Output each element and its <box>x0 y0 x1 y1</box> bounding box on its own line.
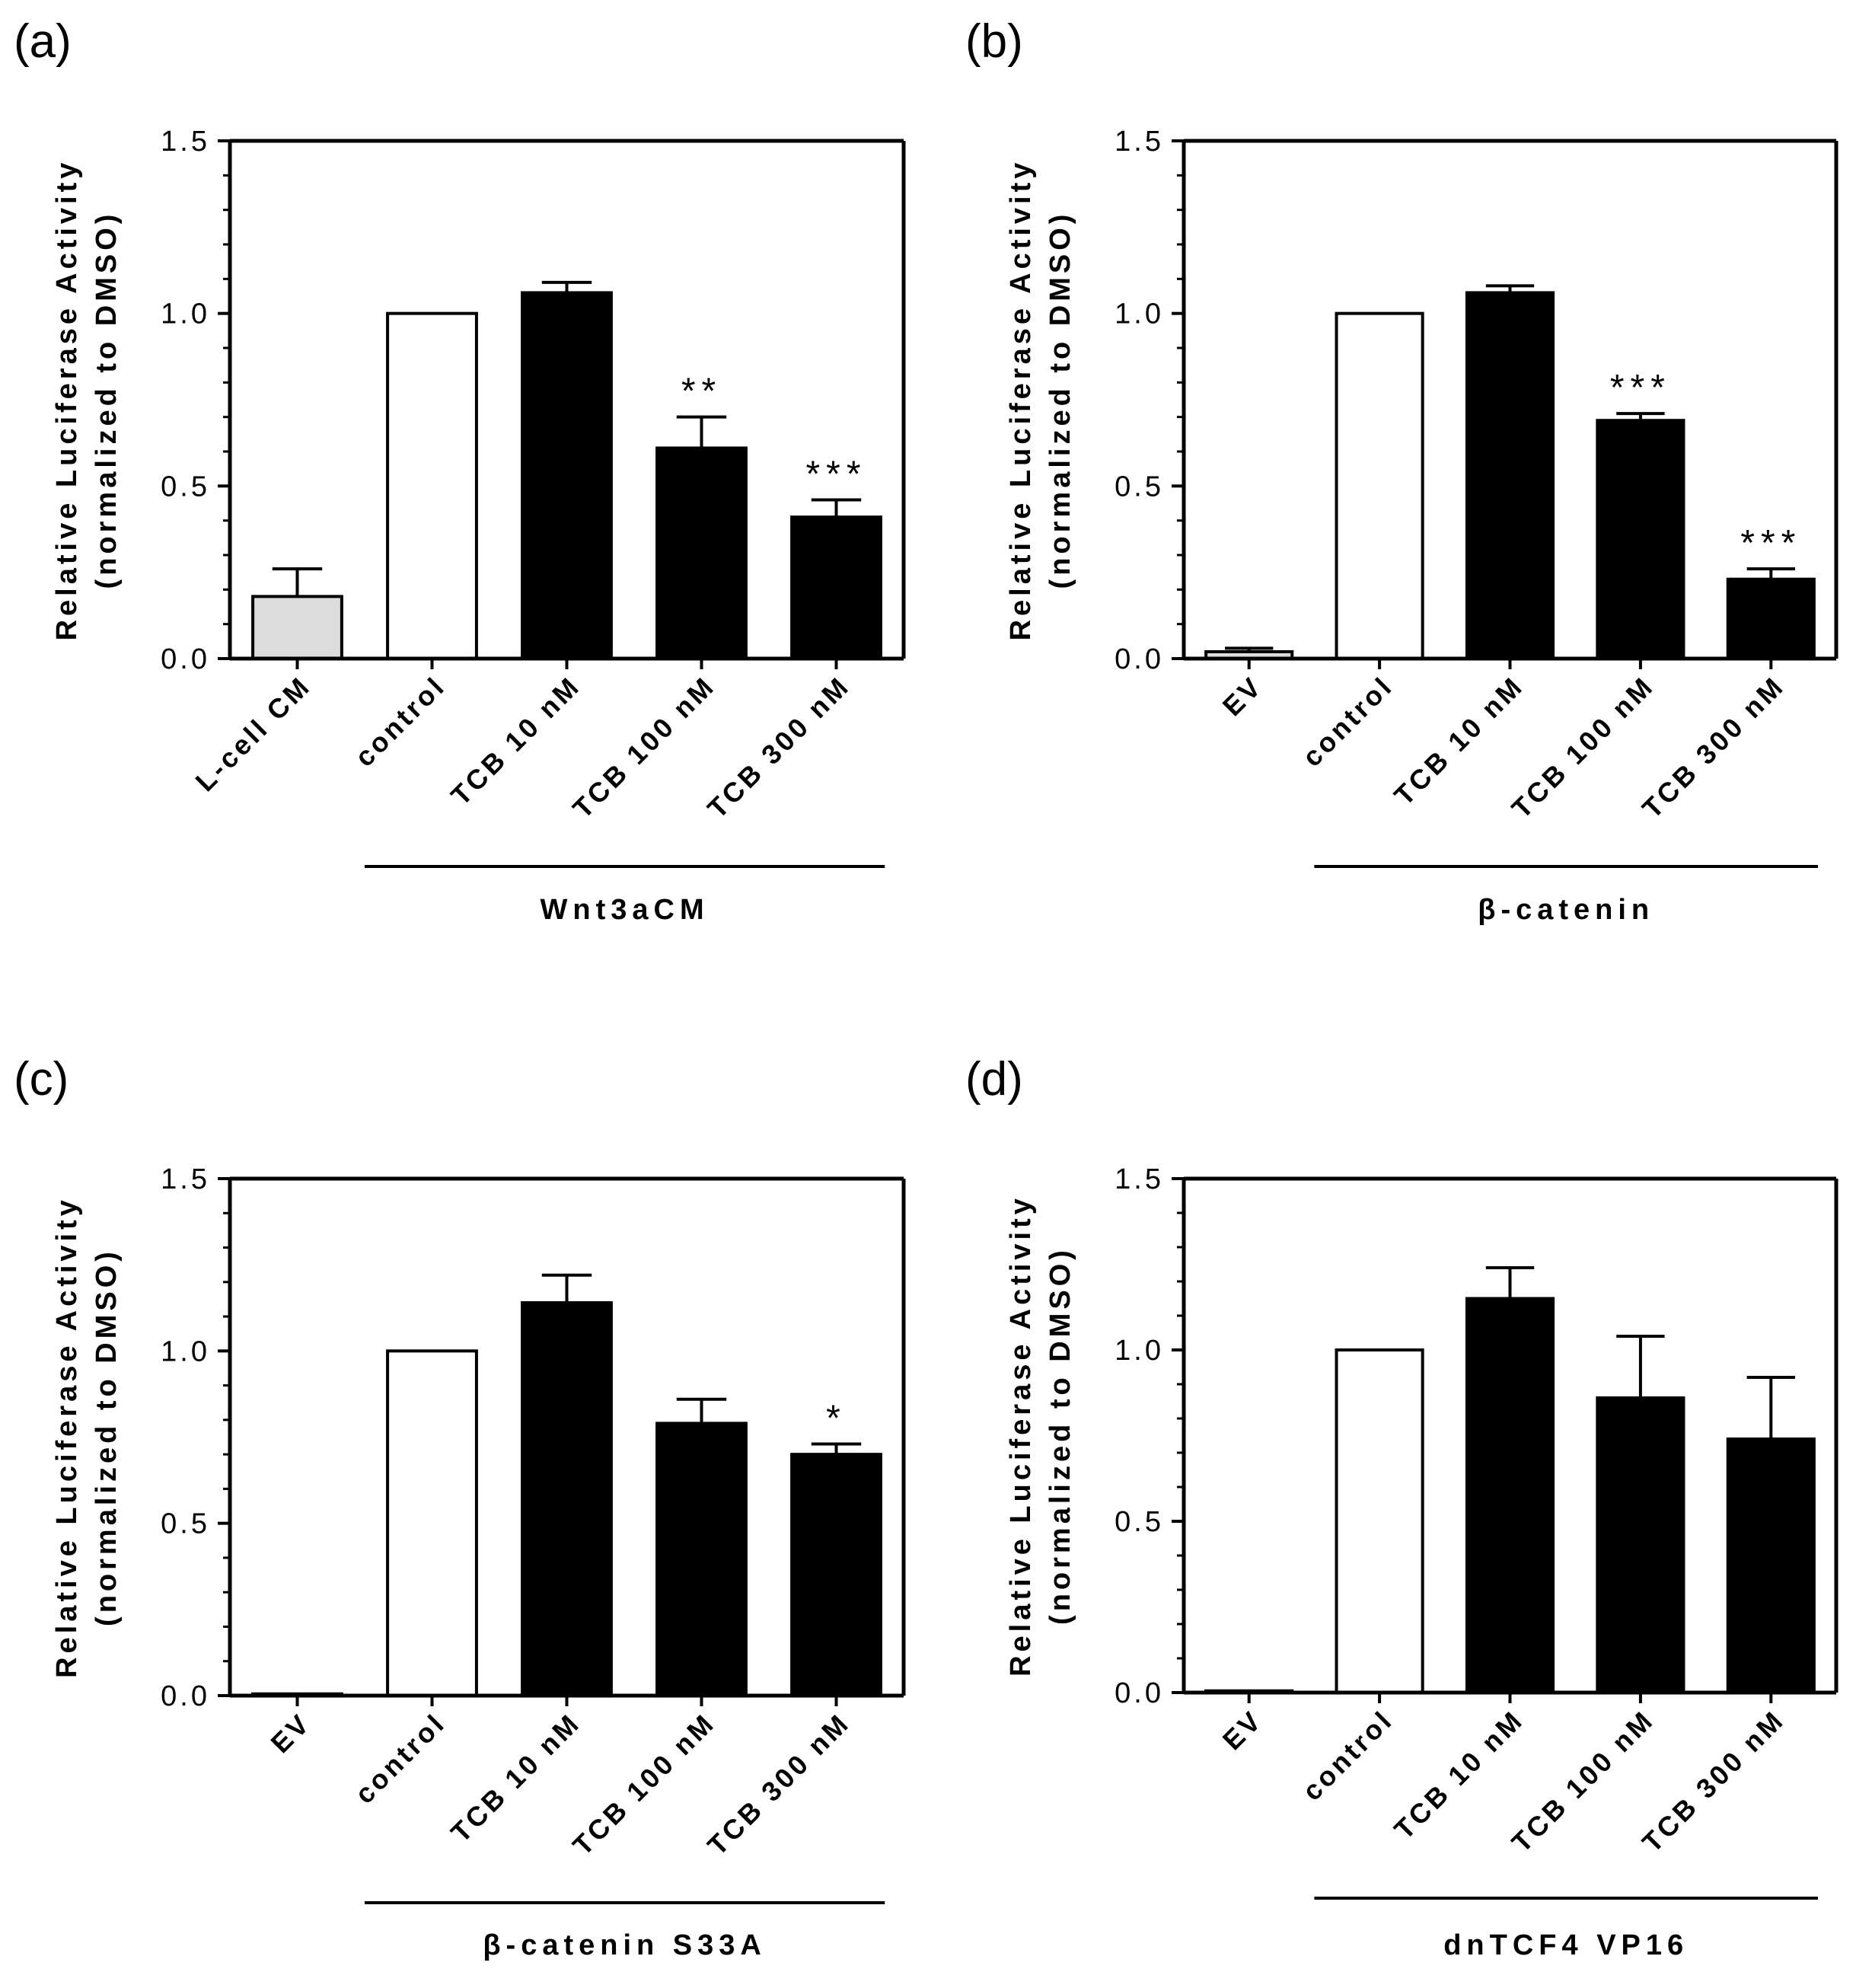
panel-letter: (b) <box>965 15 1023 68</box>
y-tick-label: 0.0 <box>1115 1677 1164 1709</box>
panel-letter: (c) <box>14 1053 69 1106</box>
y-axis-subtitle: (normalized to DMSO) <box>91 1248 123 1626</box>
y-tick-label: 1.0 <box>161 298 210 330</box>
bar <box>1465 291 1555 660</box>
category-label: EV <box>1217 670 1269 723</box>
y-tick-label: 1.5 <box>161 126 210 158</box>
bar <box>790 515 882 661</box>
group-label: β-catenin S33A <box>483 1929 767 1961</box>
y-axis-subtitle: (normalized to DMSO) <box>91 211 123 589</box>
group-label: Wnt3aCM <box>541 894 710 926</box>
category-label: control <box>1296 1704 1399 1807</box>
y-tick-label: 0.5 <box>1115 471 1164 503</box>
category-label: L-cell CM <box>190 670 317 798</box>
group-label: dnTCF4 VP16 <box>1443 1929 1689 1961</box>
y-tick-label: 1.5 <box>1115 1163 1164 1195</box>
y-axis-title: Relative Luciferase Activity <box>1005 159 1037 641</box>
bar <box>521 1300 613 1697</box>
bar <box>1596 1396 1685 1694</box>
bar <box>251 595 343 661</box>
chart-panel: (d) Relative Luciferase Activity (normaliz… <box>965 1053 1839 1961</box>
y-tick-label: 0.5 <box>1115 1506 1164 1538</box>
bar <box>1335 311 1424 660</box>
bar <box>386 311 478 660</box>
category-label: control <box>349 670 451 773</box>
chart-panel: (a) Relative Luciferase Activity (normaliz… <box>14 15 906 926</box>
bar <box>386 1349 478 1698</box>
y-axis-title: Relative Luciferase Activity <box>51 159 83 641</box>
chart-panel: (c) Relative Luciferase Activity (normaliz… <box>14 1053 906 1961</box>
category-label: TCB 10 nM <box>445 1707 586 1849</box>
bar <box>655 1422 748 1697</box>
bar <box>521 291 613 660</box>
category-label: EV <box>1217 1704 1269 1757</box>
y-tick-label: 0.5 <box>161 1508 210 1540</box>
category-label: TCB 10 nM <box>445 670 586 812</box>
group-label: β-catenin <box>1478 894 1654 926</box>
y-axis-subtitle: (normalized to DMSO) <box>1044 1246 1076 1625</box>
significance-marker: * <box>826 1399 847 1439</box>
category-label: TCB 100 nM <box>566 1707 721 1862</box>
chart-panel: (b) Relative Luciferase Activity (normaliz… <box>965 15 1839 926</box>
category-label: EV <box>265 1707 317 1760</box>
panel-letter: (a) <box>14 15 72 68</box>
category-label: TCB 10 nM <box>1388 670 1529 812</box>
bar <box>790 1453 882 1697</box>
y-tick-label: 1.0 <box>1115 1335 1164 1367</box>
y-tick-label: 1.0 <box>1115 298 1164 330</box>
y-tick-label: 0.0 <box>161 1680 210 1712</box>
y-tick-label: 1.5 <box>1115 126 1164 158</box>
bar <box>1335 1348 1424 1694</box>
significance-marker: ** <box>681 372 722 412</box>
y-tick-label: 0.0 <box>1115 643 1164 675</box>
bar <box>1726 577 1816 661</box>
significance-marker: *** <box>805 454 866 494</box>
category-label: TCB 300 nM <box>701 670 856 825</box>
y-axis-title: Relative Luciferase Activity <box>1005 1195 1037 1677</box>
panel-letter: (d) <box>965 1053 1023 1106</box>
y-tick-label: 1.5 <box>161 1163 210 1195</box>
bar <box>1465 1297 1555 1694</box>
y-tick-label: 1.0 <box>161 1335 210 1367</box>
significance-marker: *** <box>1740 523 1801 563</box>
category-label: TCB 300 nM <box>1636 1704 1791 1859</box>
bar <box>1596 419 1685 660</box>
significance-marker: *** <box>1610 368 1671 408</box>
category-label: TCB 10 nM <box>1388 1704 1529 1846</box>
category-label: control <box>349 1707 451 1810</box>
category-label: TCB 300 nM <box>701 1707 856 1862</box>
y-tick-label: 0.5 <box>161 471 210 503</box>
category-label: TCB 100 nM <box>566 670 721 825</box>
y-axis-title: Relative Luciferase Activity <box>51 1196 83 1678</box>
category-label: TCB 300 nM <box>1636 670 1791 825</box>
y-tick-label: 0.0 <box>161 643 210 675</box>
bar <box>655 446 748 660</box>
category-label: control <box>1296 670 1399 773</box>
bar <box>1726 1438 1816 1694</box>
y-axis-subtitle: (normalized to DMSO) <box>1044 211 1076 589</box>
